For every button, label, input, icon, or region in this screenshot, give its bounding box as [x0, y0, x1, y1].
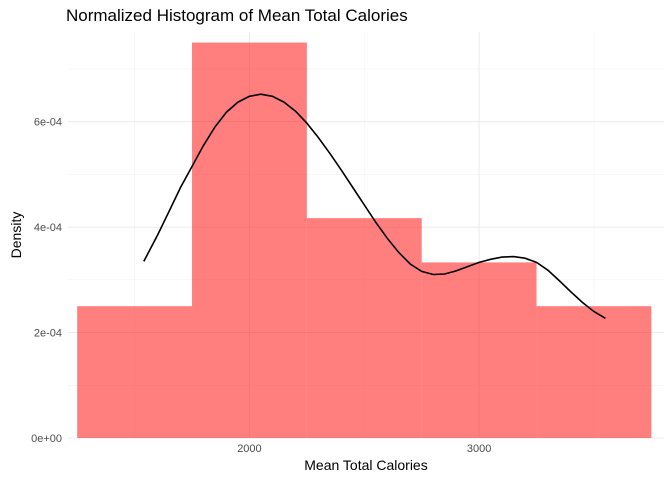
y-axis-title: Density — [8, 212, 24, 259]
histogram-bar-3 — [306, 218, 422, 438]
histogram-bars — [77, 42, 652, 438]
histogram-bar-4 — [421, 262, 537, 438]
histogram-bar-2 — [192, 42, 307, 438]
x-axis-title: Mean Total Calories — [304, 457, 427, 473]
y-tick-label: 4e-04 — [34, 222, 62, 234]
density-curve — [143, 93, 606, 319]
x-tick-label: 3000 — [467, 443, 491, 455]
histogram-bar-5 — [536, 306, 652, 438]
x-axis-ticks: 2000 3000 — [237, 443, 491, 455]
chart-title: Normalized Histogram of Mean Total Calor… — [66, 6, 408, 25]
y-axis-ticks: 0e+00 2e-04 4e-04 6e-04 — [31, 117, 62, 445]
y-tick-label: 6e-04 — [34, 117, 62, 129]
y-tick-label: 2e-04 — [34, 328, 62, 340]
histogram-bar-1 — [77, 306, 193, 438]
x-tick-label: 2000 — [237, 443, 261, 455]
y-tick-label: 0e+00 — [31, 433, 62, 445]
